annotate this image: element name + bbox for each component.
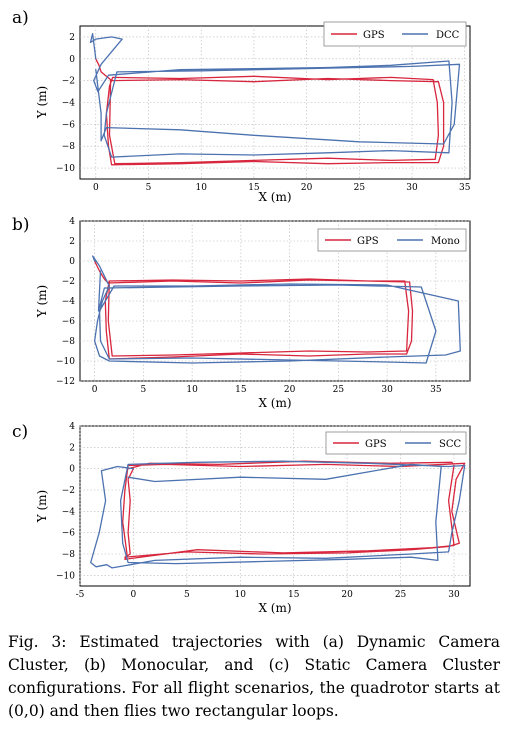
plot-frame [79, 425, 471, 587]
y-axis-label: Y (m) [35, 86, 49, 119]
x-tick-label: 30 [381, 385, 393, 395]
x-tick-label: 35 [430, 385, 442, 395]
x-tick-label: 15 [235, 385, 247, 395]
y-tick-label: −6 [62, 317, 76, 327]
series-line-mono [92, 255, 461, 364]
x-tick-label: 10 [195, 183, 207, 193]
x-tick-label: 5 [141, 385, 147, 395]
x-tick-label: 35 [459, 183, 471, 193]
legend-gps-label: GPS [357, 236, 379, 247]
series-line-scc [90, 460, 466, 569]
y-tick-label: −10 [56, 571, 75, 581]
x-tick-label: 10 [235, 590, 247, 600]
panel-label-b: b) [12, 215, 30, 235]
y-tick-label: 2 [69, 237, 75, 247]
y-tick-label: −4 [62, 297, 76, 307]
legend-gps-label: GPS [365, 439, 387, 450]
legend-gps-label: GPS [363, 30, 385, 41]
series-line-gps [95, 58, 445, 166]
chart-b: 0 5 10 15 20 25 30 35 420−2−4−6−8−10−12 X (m) Y… [35, 217, 471, 410]
legend: GPS SCC [325, 431, 467, 455]
y-tick-labels: 2 0 −2 −4 −6 −8 −10 [56, 33, 75, 174]
x-tick-label: 25 [333, 385, 345, 395]
y-tick-label: 2 [69, 33, 75, 43]
x-tick-label: 15 [288, 590, 300, 600]
x-tick-label: 15 [248, 183, 260, 193]
x-tick-labels: 0 5 10 15 20 25 30 35 [93, 183, 471, 193]
x-tick-labels: 0 5 10 15 20 25 30 35 [92, 385, 442, 395]
y-tick-label: 4 [69, 422, 75, 432]
x-tick-label: 25 [395, 590, 407, 600]
series-line-gps [93, 260, 414, 360]
y-tick-label: −4 [62, 507, 76, 517]
x-tick-label: 0 [92, 385, 98, 395]
y-tick-label: −2 [62, 77, 75, 87]
y-tick-label: −8 [62, 337, 76, 347]
panel-label-c: c) [12, 422, 29, 442]
y-tick-label: −12 [56, 377, 75, 387]
y-tick-label: 0 [69, 257, 75, 267]
x-tick-label: 5 [184, 590, 190, 600]
x-tick-label: 20 [341, 590, 353, 600]
legend: GPS DCC [323, 21, 467, 47]
legend-dcc-label: DCC [436, 30, 460, 41]
x-tick-labels: -5 0 5 10 15 20 25 30 [76, 590, 460, 600]
chart-c: -5 0 5 10 15 20 25 30 420−2−4−6−8−10 X (m) Y (m… [35, 422, 471, 615]
panel-label-a: a) [12, 8, 29, 28]
series-lines [92, 255, 461, 364]
y-tick-labels: 4 2 0 −2 −4 −6 −8 −10 [56, 422, 75, 581]
x-tick-label: 0 [131, 590, 137, 600]
y-tick-label: −6 [62, 120, 76, 130]
y-tick-label: −8 [62, 142, 76, 152]
x-tick-label: 20 [301, 183, 313, 193]
y-tick-label: 0 [69, 55, 75, 65]
y-tick-label: −2 [62, 277, 75, 287]
x-axis-label: X (m) [258, 601, 291, 615]
y-axis-label: Y (m) [35, 490, 49, 523]
legend-scc-label: SCC [439, 439, 462, 450]
y-tick-label: −2 [62, 486, 75, 496]
y-tick-label: −10 [56, 164, 75, 174]
plot-panel-c: c) -5 0 5 10 15 20 25 30 4 2 0 −2 −4 −6 −8 −10 X (m) Y… [0, 414, 511, 620]
series-line-gps [122, 460, 466, 560]
y-tick-label: 0 [69, 465, 75, 475]
y-tick-label: −6 [62, 529, 76, 539]
x-tick-label: 5 [146, 183, 152, 193]
x-tick-label: 30 [406, 183, 418, 193]
legend-box [317, 228, 467, 252]
x-tick-label: 20 [284, 385, 296, 395]
plot-panel-a: a) 0 5 10 15 20 25 30 35 2 0 −2 −4 −6 −8 −10 X (m) Y … [0, 0, 511, 206]
x-tick-label: -5 [76, 590, 85, 600]
figure-caption: Fig. 3: Estimated trajectories with (a) … [8, 633, 500, 720]
legend-box [325, 431, 467, 455]
x-tick-label: 0 [93, 183, 99, 193]
series-lines [90, 460, 466, 569]
x-tick-label: 25 [354, 183, 366, 193]
chart-a: 0 5 10 15 20 25 30 35 20−2−4−6−8−10 X (m) Y (m)… [35, 21, 471, 204]
y-tick-labels: 4 2 0 −2 −4 −6 −8 −10 −12 [56, 217, 75, 387]
legend: GPS Mono [317, 228, 467, 252]
y-tick-label: −10 [56, 357, 75, 367]
legend-mono-label: Mono [431, 236, 460, 247]
y-tick-label: 2 [69, 443, 75, 453]
x-axis-label: X (m) [258, 190, 291, 204]
y-tick-label: −8 [62, 550, 76, 560]
plot-panel-b: b) 0 5 10 15 20 25 30 35 4 2 0 −2 −4 −6 −8 −10 −12 X (m… [0, 207, 511, 413]
series-lines [89, 32, 461, 166]
series-line-dcc [89, 32, 461, 158]
x-tick-label: 30 [448, 590, 460, 600]
y-axis-label: Y (m) [35, 285, 49, 318]
x-tick-label: 10 [186, 385, 198, 395]
y-tick-label: −4 [62, 99, 76, 109]
y-tick-label: 4 [69, 217, 75, 227]
x-axis-label: X (m) [258, 396, 291, 410]
